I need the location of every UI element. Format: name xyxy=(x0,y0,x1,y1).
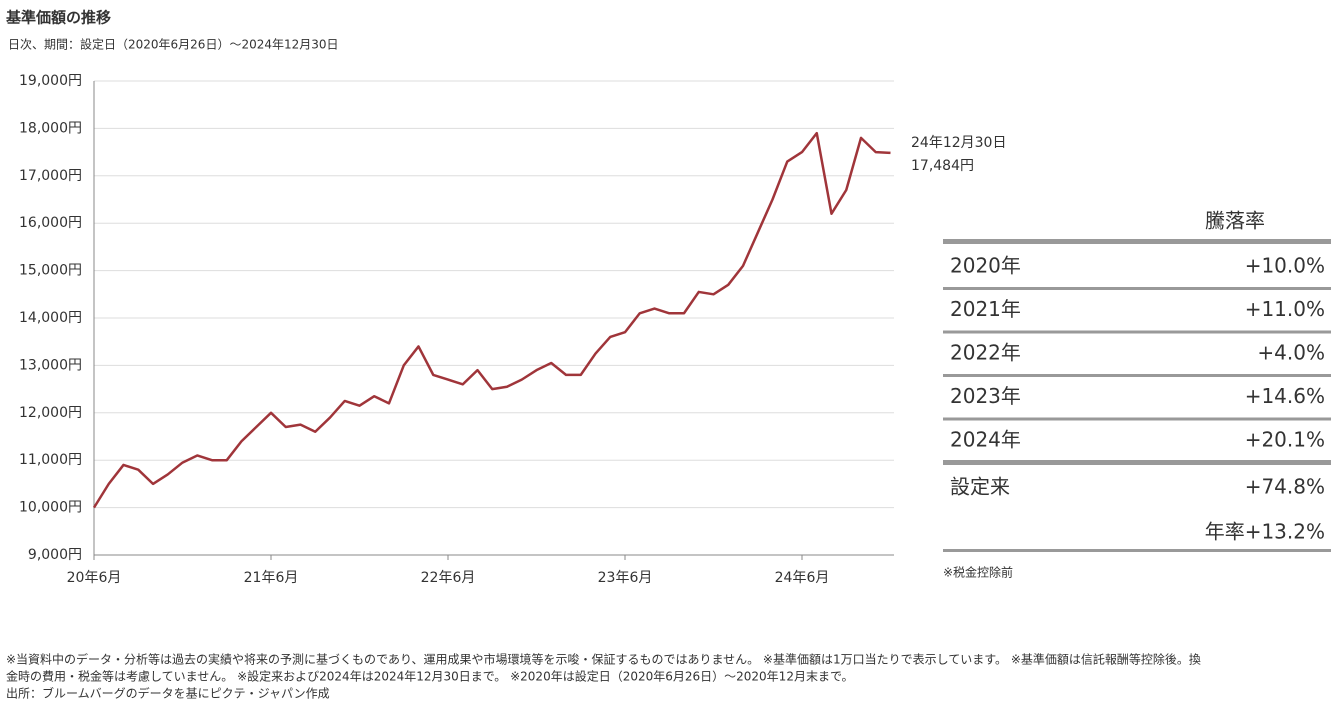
x-tick-label: 22年6月 xyxy=(421,570,476,586)
rule xyxy=(943,330,1331,334)
row-value: +4.0% xyxy=(1257,341,1325,365)
y-tick-label: 14,000円 xyxy=(19,310,82,326)
y-tick-label: 15,000円 xyxy=(19,263,82,279)
footnote: 金時の費用・税金等は考慮していません。 ※設定来および2024年は2024年12… xyxy=(6,669,853,684)
row-label: 2021年 xyxy=(950,297,1021,321)
rule xyxy=(943,239,1331,244)
subtitle: 日次、期間：設定日（2020年6月26日）～2024年12月30日 xyxy=(8,37,339,52)
price-line xyxy=(92,131,891,509)
row-label: 2022年 xyxy=(950,341,1021,365)
rule xyxy=(943,287,1331,290)
annualized: 年率+13.2% xyxy=(1205,520,1325,544)
rule xyxy=(943,549,1331,552)
y-tick-label: 13,000円 xyxy=(19,357,82,373)
row-value: +10.0% xyxy=(1245,254,1325,278)
row-label: 2020年 xyxy=(950,254,1021,278)
y-tick-label: 10,000円 xyxy=(19,500,82,516)
note: ※税金控除前 xyxy=(943,565,1013,580)
end-value: 17,484円 xyxy=(911,158,974,174)
table-header: 騰落率 xyxy=(1205,209,1265,233)
row-value: +20.1% xyxy=(1245,428,1325,452)
rule xyxy=(943,460,1331,465)
row-label: 2024年 xyxy=(950,428,1021,452)
x-tick-label: 24年6月 xyxy=(775,570,830,586)
y-tick-label: 12,000円 xyxy=(19,405,82,421)
rule xyxy=(943,417,1331,421)
row-value: +74.8% xyxy=(1245,475,1325,499)
y-tick-label: 19,000円 xyxy=(19,73,82,89)
end-date: 24年12月30日 xyxy=(911,135,1006,151)
title: 基準価額の推移 xyxy=(5,9,111,27)
x-tick-label: 20年6月 xyxy=(67,570,122,586)
x-tick-label: 21年6月 xyxy=(244,570,299,586)
row-label: 設定来 xyxy=(950,475,1010,499)
y-tick-label: 9,000円 xyxy=(28,547,82,563)
row-label: 2023年 xyxy=(950,384,1021,408)
footnote: 出所：ブルームバーグのデータを基にピクテ・ジャパン作成 xyxy=(6,686,330,701)
rule xyxy=(943,374,1331,377)
y-tick-label: 11,000円 xyxy=(19,452,82,468)
y-tick-label: 16,000円 xyxy=(19,215,82,231)
y-tick-label: 18,000円 xyxy=(19,120,82,136)
y-tick-label: 17,000円 xyxy=(19,168,82,184)
footnote: ※当資料中のデータ・分析等は過去の実績や将来の予測に基づくものであり、運用成果や… xyxy=(6,652,1201,667)
row-value: +14.6% xyxy=(1245,384,1325,408)
row-value: +11.0% xyxy=(1245,297,1325,321)
x-tick-label: 23年6月 xyxy=(598,570,653,586)
